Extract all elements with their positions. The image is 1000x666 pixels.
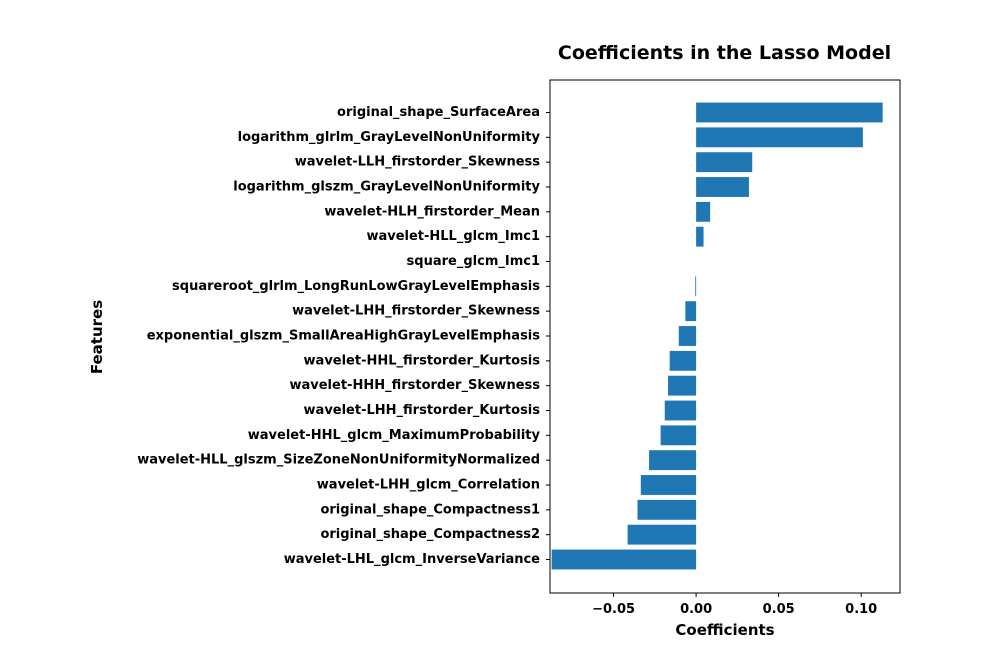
category-labels-group: original_shape_SurfaceArea logarithm_glrl… (137, 105, 550, 567)
category-label: squareroot_glrlm_LongRunLowGrayLevelEmph… (172, 279, 540, 294)
x-tick-label: 0.05 (763, 602, 795, 617)
bar (669, 350, 697, 371)
x-tick-label: −0.05 (592, 602, 635, 617)
category-label: logarithm_glrlm_GrayLevelNonUniformity (238, 130, 541, 145)
bar (696, 177, 749, 197)
category-label: wavelet-HLH_firstorder_Mean (324, 204, 540, 219)
category-label: wavelet-LHH_firstorder_Skewness (292, 304, 540, 319)
category-label: original_shape_Compactness2 (320, 527, 540, 542)
category-label: wavelet-HHL_glcm_MaximumProbability (248, 428, 541, 443)
chart-title: Coefficients in the Lasso Model (558, 42, 891, 64)
bar (660, 425, 697, 446)
category-label: original_shape_Compactness1 (320, 502, 540, 517)
bar (678, 326, 697, 346)
x-axis-label: Coefficients (675, 621, 774, 639)
bar (695, 276, 697, 297)
x-tick-label: 0.00 (680, 602, 712, 617)
category-label: original_shape_SurfaceArea (337, 105, 540, 120)
y-axis-label: Features (88, 300, 106, 374)
category-label: square_glcm_Imc1 (407, 254, 540, 269)
plot-frame (549, 79, 901, 594)
category-label: wavelet-HLL_glszm_SizeZoneNonUniformityN… (137, 453, 540, 468)
bar (551, 549, 697, 570)
bar (696, 127, 863, 148)
bar (664, 400, 697, 421)
category-label: logarithm_glszm_GrayLevelNonUniformity (233, 180, 540, 195)
category-label: exponential_glszm_SmallAreaHighGrayLevel… (147, 329, 541, 344)
category-label: wavelet-HLL_glcm_Imc1 (366, 229, 540, 244)
category-label: wavelet-LHH_glcm_Correlation (317, 478, 540, 493)
category-label: wavelet-HHL_firstorder_Kurtosis (304, 353, 541, 368)
bar (685, 301, 697, 322)
bar (696, 152, 753, 173)
bar (627, 524, 697, 545)
category-label: wavelet-HHH_firstorder_Skewness (289, 378, 540, 393)
bar (649, 450, 697, 471)
x-ticks-group: −0.05 0.00 0.05 0.10 (592, 593, 877, 617)
category-label: wavelet-LHH_firstorder_Kurtosis (304, 403, 541, 418)
bars-group (551, 102, 883, 570)
bar (696, 201, 711, 222)
bar (640, 475, 697, 495)
bar (637, 499, 697, 520)
x-tick-label: 0.10 (845, 602, 877, 617)
bar (696, 226, 704, 247)
bar (696, 102, 883, 123)
bar (668, 375, 697, 396)
category-label: wavelet-LLH_firstorder_Skewness (295, 155, 541, 170)
category-label: wavelet-LHL_glcm_InverseVariance (284, 552, 540, 567)
